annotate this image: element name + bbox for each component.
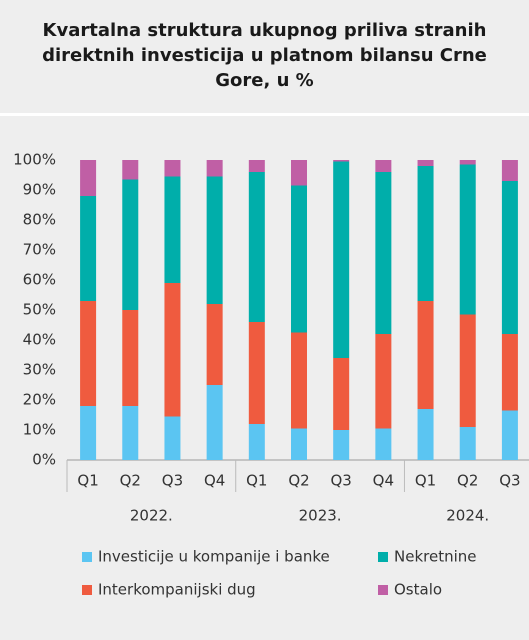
legend-label: Investicije u kompanije i banke [98, 548, 330, 566]
y-tick-label: 70% [23, 241, 56, 259]
bar-segment [291, 185, 307, 333]
y-tick-label: 30% [23, 361, 56, 379]
bar-segment [122, 406, 139, 460]
bar-segment [248, 160, 265, 172]
legend-swatch [82, 585, 92, 595]
legend-swatch [378, 552, 388, 562]
bar-segment [122, 310, 139, 406]
bar-segment [80, 406, 97, 460]
bar-segment [501, 334, 518, 411]
y-tick-label: 0% [32, 451, 56, 469]
bar-segment [248, 424, 265, 460]
bar-segment [333, 430, 350, 460]
group-label: 2023. [299, 507, 342, 525]
bar-segment [122, 179, 139, 310]
legend-swatch [378, 585, 388, 595]
chart-title: Kvartalna struktura ukupnog priliva stra… [42, 20, 487, 91]
bar-segment [333, 160, 350, 162]
bar-segment [122, 160, 139, 180]
group-label: 2022. [130, 507, 173, 525]
y-tick-label: 50% [23, 301, 56, 319]
bar-segment [291, 160, 307, 186]
bar-segment [291, 428, 307, 460]
x-tick-label: Q3 [331, 472, 352, 490]
x-tick-label: Q3 [162, 472, 183, 490]
legend-label: Nekretnine [394, 548, 477, 566]
bar-segment [164, 176, 181, 283]
bar-segment [164, 283, 181, 417]
bar-segment [164, 416, 181, 460]
x-tick-label: Q2 [288, 472, 309, 490]
y-tick-label: 40% [23, 331, 56, 349]
bar-segment [248, 322, 265, 424]
bar-segment [459, 427, 476, 460]
x-tick-label: Q2 [457, 472, 478, 490]
y-tick-label: 90% [23, 181, 56, 199]
bar-segment [333, 358, 350, 430]
x-tick-label: Q4 [373, 472, 394, 490]
bar-segment [375, 160, 392, 172]
bar-segment [459, 164, 476, 315]
bar-segment [417, 166, 434, 301]
legend-label: Ostalo [394, 581, 442, 599]
y-tick-label: 20% [23, 391, 56, 409]
bar-segment [80, 301, 97, 406]
bar-segment [80, 196, 97, 301]
bar-segment [333, 161, 350, 358]
bar-segment [501, 410, 518, 460]
bar-segment [206, 385, 223, 460]
bar-segment [206, 304, 223, 385]
bar-segment [206, 176, 223, 304]
bar-segment [459, 160, 476, 165]
bar-segment [417, 301, 434, 409]
y-tick-label: 100% [13, 151, 56, 169]
legend-swatch [82, 552, 92, 562]
bar-segment [417, 409, 434, 460]
bar-segment [501, 181, 518, 334]
bar-segment [164, 160, 181, 177]
x-tick-label: Q4 [204, 472, 225, 490]
x-tick-label: Q1 [246, 472, 267, 490]
separator [0, 113, 529, 116]
x-tick-label: Q1 [415, 472, 436, 490]
bar-segment [291, 332, 307, 429]
bar-segment [248, 172, 265, 322]
bar-segment [459, 314, 476, 427]
bar-segment [417, 160, 434, 166]
bar-segment [375, 334, 392, 429]
bar-segment [206, 160, 223, 177]
bar-segment [375, 172, 392, 334]
legend-label: Interkompanijski dug [98, 581, 256, 599]
x-tick-label: Q3 [499, 472, 520, 490]
y-tick-label: 10% [23, 421, 56, 439]
x-tick-label: Q1 [77, 472, 98, 490]
bar-segment [375, 428, 392, 460]
bar-segment [80, 160, 97, 196]
y-tick-label: 80% [23, 211, 56, 229]
bar-segment [501, 160, 518, 181]
y-tick-label: 60% [23, 271, 56, 289]
group-label: 2024. [446, 507, 489, 525]
x-tick-label: Q2 [120, 472, 141, 490]
